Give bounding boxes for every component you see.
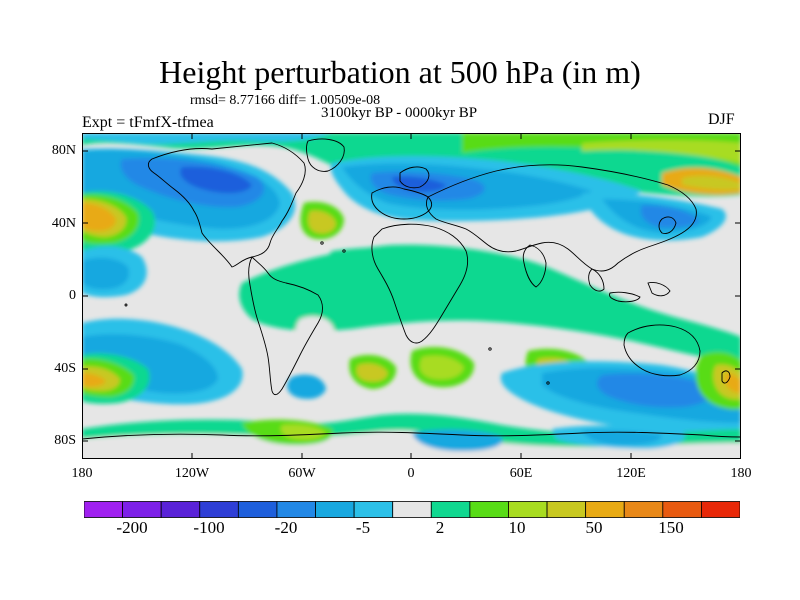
colorbar-swatch xyxy=(315,501,355,518)
colorbar-label: -20 xyxy=(274,518,298,537)
colorbar-label: 150 xyxy=(658,518,684,537)
colorbar-swatch xyxy=(160,501,201,518)
x-tick-label: 180 xyxy=(71,466,93,481)
season-label: DJF xyxy=(708,111,735,128)
colorbar-label: -200 xyxy=(116,518,148,537)
x-tick-label: 120W xyxy=(174,466,210,481)
plot-subtitle: 3100kyr BP - 0000kyr BP xyxy=(321,105,478,121)
colorbar-label: 2 xyxy=(435,518,445,537)
colorbar-swatch xyxy=(623,501,664,518)
colorbar-swatch xyxy=(353,501,394,518)
x-tick-label: 120E xyxy=(616,466,646,481)
colorbar-swatch xyxy=(237,501,278,518)
contour-field xyxy=(82,133,741,459)
colorbar-swatch xyxy=(508,501,548,518)
tick-marks xyxy=(82,133,741,459)
colorbar-swatch xyxy=(662,501,702,518)
colorbar-label: -100 xyxy=(193,518,225,537)
colorbar-swatch xyxy=(585,501,625,518)
colorbar-swatch xyxy=(84,501,123,518)
y-tick-label: 80S xyxy=(54,433,76,448)
stats-line: rmsd= 8.77166 diff= 1.00509e-08 xyxy=(190,93,381,108)
y-tick-label: 40N xyxy=(51,216,76,231)
colorbar-label: 10 xyxy=(508,518,526,537)
colorbar-label: 50 xyxy=(585,518,603,537)
y-tick-label: 40S xyxy=(54,361,76,376)
y-tick-label: 0 xyxy=(69,288,76,303)
y-tick-label: 80N xyxy=(51,143,76,158)
plot-title: Height perturbation at 500 hPa (in m) xyxy=(159,54,641,90)
colorbar-swatch xyxy=(122,501,162,518)
x-tick-label: 60E xyxy=(509,466,533,481)
x-tick-label: 0 xyxy=(407,466,415,481)
map-panel xyxy=(82,133,741,459)
colorbar-swatch xyxy=(199,501,239,518)
colorbar-label: -5 xyxy=(355,518,371,537)
colorbar-swatch xyxy=(546,501,587,518)
colorbar-swatch xyxy=(430,501,471,518)
colorbar xyxy=(84,501,740,518)
colorbar-swatch xyxy=(392,501,432,518)
x-tick-label: 60W xyxy=(288,466,316,481)
coastlines xyxy=(82,138,741,440)
colorbar-swatch xyxy=(701,501,740,518)
experiment-label: Expt = tFmfX-tfmea xyxy=(82,114,214,131)
x-tick-label: 180 xyxy=(730,466,752,481)
colorbar-swatch xyxy=(276,501,316,518)
colorbar-swatch xyxy=(469,501,509,518)
